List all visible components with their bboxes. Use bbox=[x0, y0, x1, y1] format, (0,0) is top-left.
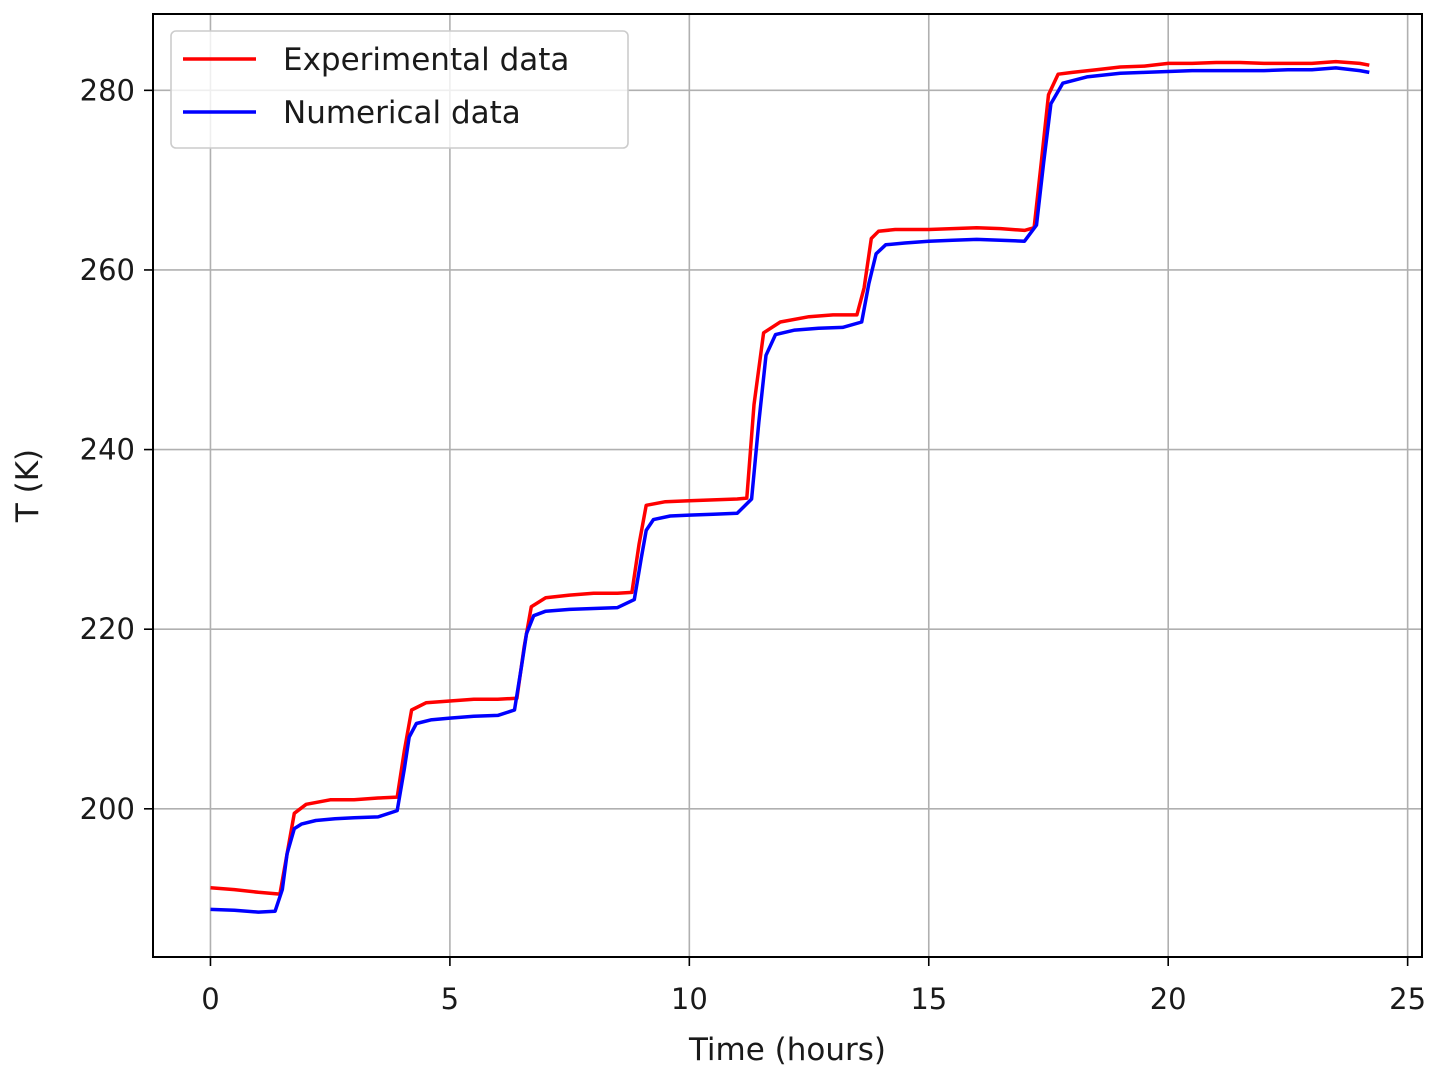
y-tick-label: 280 bbox=[80, 73, 135, 107]
y-tick-label: 200 bbox=[80, 792, 135, 826]
y-axis-label: T (K) bbox=[10, 449, 46, 523]
plot-area-frame bbox=[152, 13, 1423, 958]
numerical-data-line bbox=[210, 66, 1370, 914]
x-tick-label: 15 bbox=[910, 982, 947, 1016]
series-lines bbox=[210, 59, 1370, 914]
y-tick-label: 260 bbox=[80, 253, 135, 287]
x-tick-label: 0 bbox=[201, 982, 219, 1016]
legend-label-numerical: Numerical data bbox=[283, 95, 521, 131]
x-tick-label: 10 bbox=[671, 982, 708, 1016]
legend: Experimental data Numerical data bbox=[170, 30, 629, 149]
axis-ticks: 0 5 10 15 20 25 200 220 240 260 280 bbox=[80, 73, 1426, 1016]
legend-label-experimental: Experimental data bbox=[283, 42, 569, 78]
y-tick-label: 240 bbox=[80, 433, 135, 467]
x-tick-label: 25 bbox=[1389, 982, 1426, 1016]
legend-box bbox=[170, 30, 629, 149]
grid bbox=[153, 14, 1422, 957]
y-tick-label: 220 bbox=[80, 612, 135, 646]
x-tick-label: 20 bbox=[1150, 982, 1187, 1016]
experimental-data-line bbox=[210, 59, 1370, 896]
x-axis-label: Time (hours) bbox=[688, 1032, 886, 1068]
x-tick-label: 5 bbox=[441, 982, 459, 1016]
